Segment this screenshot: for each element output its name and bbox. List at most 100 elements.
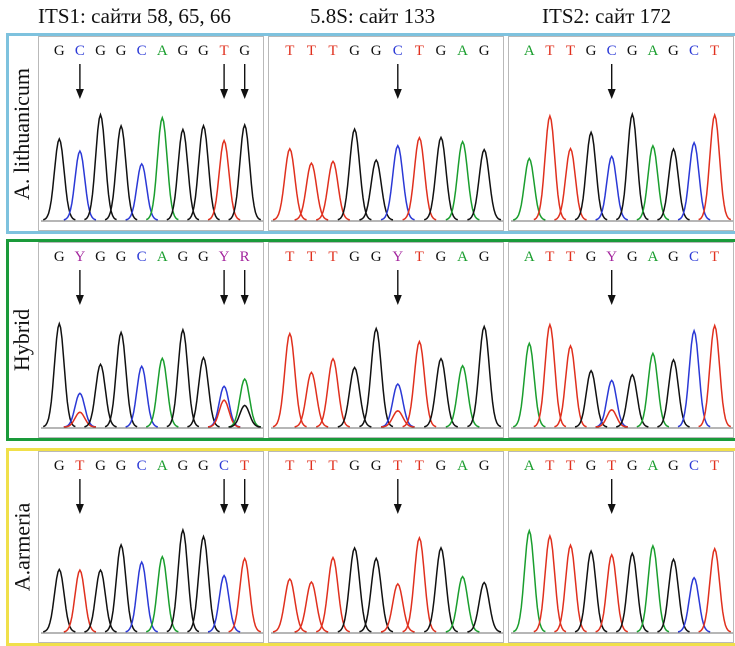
row-frame-1 [6,33,735,234]
trace-peak-T [380,582,415,633]
base-call-T: T [285,249,295,265]
base-call-T: T [414,249,424,265]
trace-peak-G [84,568,117,633]
site-arrow-head [607,504,616,514]
trace-peak-A [145,356,179,428]
site-arrow-head [393,295,402,305]
site-arrow-head [240,504,249,514]
trace-peak-C [595,154,629,221]
trace-peak-T [316,160,350,221]
base-call-G: G [585,458,597,474]
base-call-C: C [689,43,700,59]
base-call-G: G [668,458,679,474]
base-call-A: A [457,458,468,474]
site-arrow-head [220,89,229,99]
base-call-T: T [75,458,85,474]
base-call-G: G [626,43,638,59]
base-call-C: C [606,43,617,59]
base-call-T: T [545,43,555,59]
base-call-A: A [647,43,659,59]
base-call-Y: Y [392,249,404,265]
base-call-T: T [328,43,338,59]
trace-peak-T [595,552,629,633]
trace-peak-G [42,321,76,428]
trace-peak-T [207,138,241,221]
base-call-G: G [668,43,679,59]
trace-peak-A [512,341,546,428]
base-call-C: C [74,43,85,59]
base-call-C: C [689,249,700,265]
base-call-T: T [393,458,403,474]
trace-svg [271,270,503,429]
base-call-G: G [478,458,490,474]
base-call-G: G [177,458,189,474]
trace-svg [511,270,733,429]
trace-peak-G [337,366,372,428]
base-call-G: G [115,249,127,265]
base-call-G: G [370,43,382,59]
base-call-T: T [565,43,576,59]
trace-peak-C [677,328,711,428]
base-call-G: G [177,249,189,265]
trace-peak-G [615,551,649,633]
base-call-T: T [607,458,617,474]
base-call-T: T [240,458,250,474]
base-call-Y: Y [606,249,618,265]
base-call-G: G [198,458,209,474]
trace-peak-G [166,327,200,428]
base-call-R: R [239,249,250,265]
base-call-T: T [414,458,424,474]
trace-peak-C [380,144,415,221]
base-call-A: A [523,249,535,265]
site-arrow-head [607,295,616,305]
base-call-C: C [136,458,147,474]
site-arrow-head [220,504,229,514]
base-call-G: G [668,249,679,265]
trace-peak-G [228,404,261,428]
row-frame-3 [6,448,735,646]
header-5-8s: 5.8S: сайт 133 [310,4,436,28]
base-call-T: T [710,249,720,265]
trace-svg [271,64,503,222]
base-call-G: G [370,458,382,474]
base-call-G: G [53,249,65,265]
base-call-G: G [177,43,189,59]
base-call-G: G [370,249,382,265]
base-call-A: A [647,458,659,474]
trace-peak-C [207,574,241,633]
trace-peak-G [228,122,262,221]
site-arrow-head [240,89,249,99]
base-call-G: G [349,458,360,474]
trace-svg [271,479,503,634]
trace-peak-G [657,358,690,428]
trace-peak-C [63,149,97,221]
trace-peak-G [337,127,372,221]
base-call-A: A [156,458,168,474]
base-call-G: G [435,43,447,59]
trace-peak-T [294,371,329,428]
trace-peak-G [166,127,200,221]
base-call-G: G [53,43,65,59]
base-call-Y: Y [74,249,86,265]
trace-peak-T [63,411,96,428]
trace-peak-G [616,373,649,428]
base-call-G: G [585,43,597,59]
trace-peak-G [657,147,690,221]
row-label: A. lithuanicum [8,33,36,234]
trace-peak-C [125,560,158,633]
trace-peak-T [294,580,329,633]
row-label-text: Hybrid [9,308,35,372]
base-call-A: A [523,43,535,59]
trace-peak-C [595,379,628,428]
site-arrow-head [75,295,84,305]
trace-peak-G [467,147,502,221]
